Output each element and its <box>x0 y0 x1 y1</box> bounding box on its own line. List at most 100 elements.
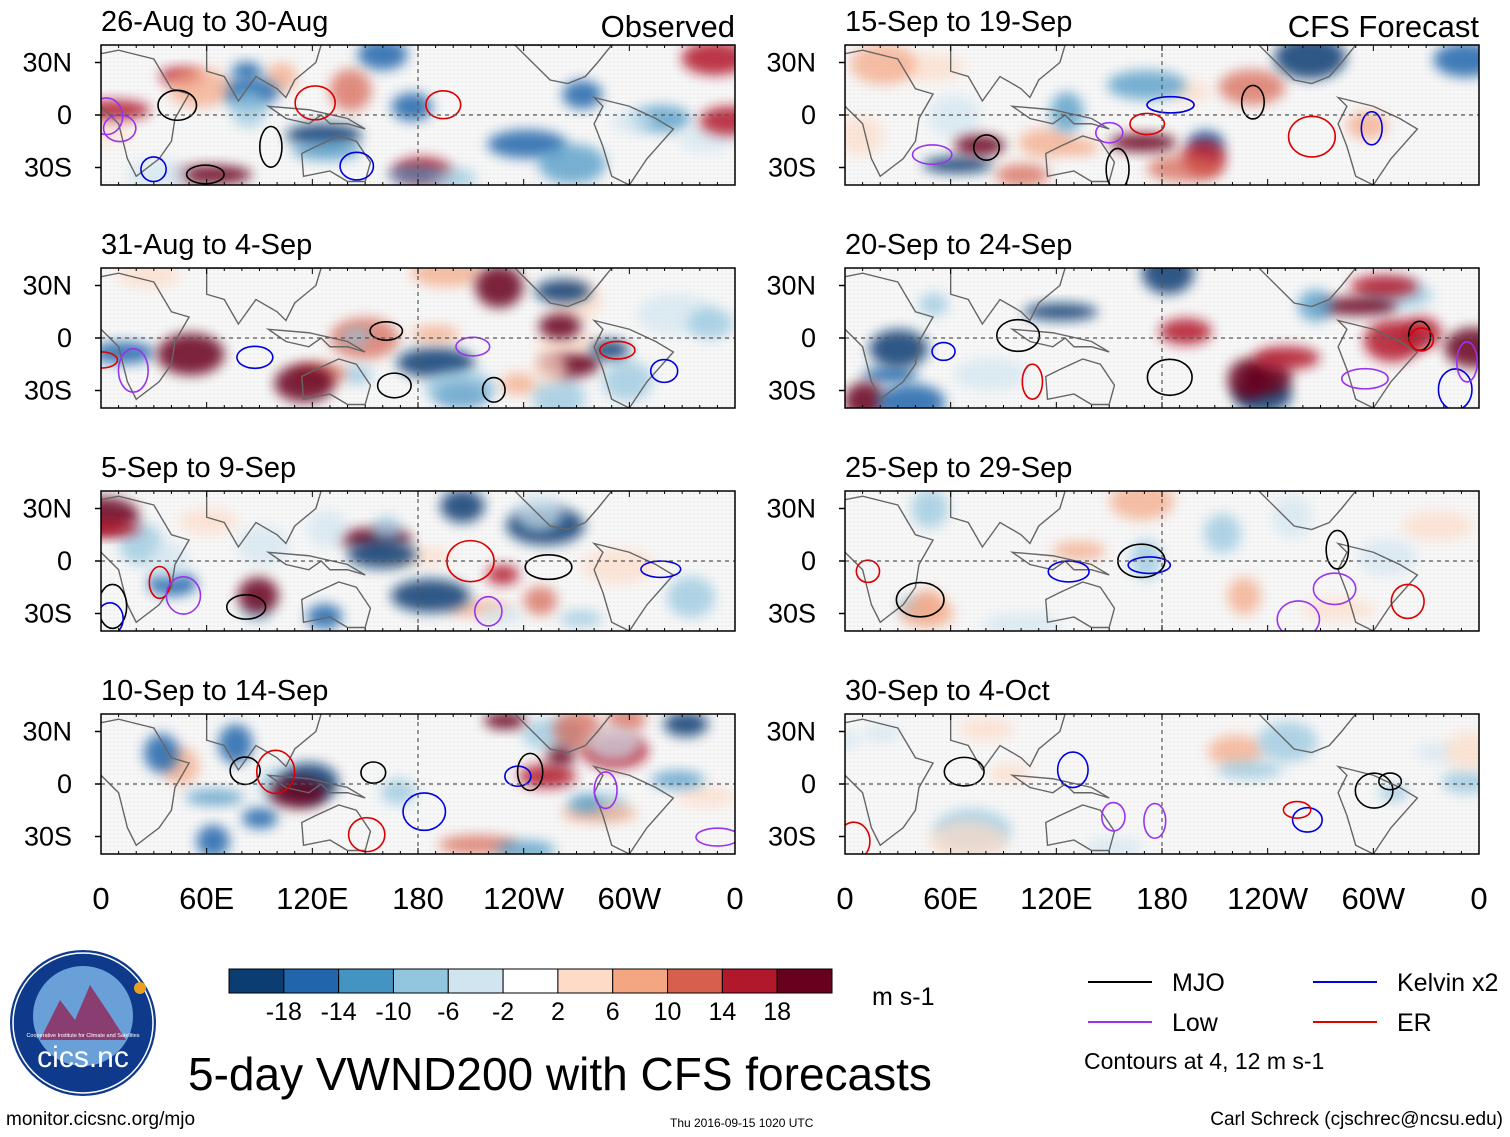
wave-contour <box>185 164 225 185</box>
coastline <box>265 551 366 576</box>
anomaly-blob <box>391 579 470 613</box>
anomaly-blob <box>143 733 179 773</box>
lat-tick-label: 0 <box>57 323 72 353</box>
wave-contour <box>1146 95 1195 114</box>
wave-contour <box>1312 572 1357 606</box>
anomaly-blob <box>1378 784 1409 802</box>
wave-contour <box>1282 800 1312 819</box>
anomaly-blob <box>391 92 433 122</box>
anomaly-blob <box>863 724 902 743</box>
anomaly-blob <box>1300 598 1376 621</box>
lat-tick-label: 30N <box>766 271 816 301</box>
wave-contour <box>1129 112 1166 136</box>
coastline <box>265 105 366 130</box>
lat-tick-label: 0 <box>801 100 816 130</box>
anomaly-blob <box>928 95 981 138</box>
lon-tick-label: 0 <box>1470 881 1487 916</box>
anomaly-blob <box>928 820 1008 854</box>
coastline <box>101 718 191 847</box>
anomaly-blob <box>534 279 591 304</box>
anomaly-blob <box>1227 577 1261 615</box>
wave-contour <box>148 565 171 600</box>
anomaly-blob <box>1358 538 1417 577</box>
footer-url: monitor.cicsnc.org/mjo <box>6 1109 195 1130</box>
anomaly-blob <box>681 45 735 76</box>
anomaly-blob <box>532 349 568 386</box>
anomaly-blob <box>306 604 343 630</box>
lon-tick-label: 180 <box>392 881 444 916</box>
anomaly-blob <box>590 339 630 360</box>
anomaly-blob <box>101 520 141 537</box>
wave-contour <box>255 749 296 795</box>
anomaly-blob <box>1203 513 1242 554</box>
lat-tick-label: 30S <box>24 376 72 406</box>
wave-contour <box>640 560 682 579</box>
anomaly-blob <box>518 764 576 789</box>
anomaly-blob <box>1218 69 1286 105</box>
anomaly-blob <box>1207 735 1265 767</box>
anomaly-blob <box>1401 510 1473 542</box>
anomaly-blob <box>342 365 373 385</box>
column-label: CFS Forecast <box>1288 9 1480 44</box>
panel-date-label: 15-Sep to 19-Sep <box>845 6 1072 38</box>
wave-contour <box>855 559 881 584</box>
lon-tick-label: 120W <box>483 881 565 916</box>
panel-5-sep-to-9-sep: 30N 0 30S 5-Sep to 9-Sep <box>22 452 736 632</box>
coastline <box>301 358 372 406</box>
wave-contour <box>931 341 956 362</box>
anomaly-blob <box>242 807 278 829</box>
anomaly-blob <box>1018 128 1075 158</box>
anomaly-blob <box>1400 316 1442 350</box>
colorbar-box <box>557 968 614 994</box>
colorbar-box <box>721 968 778 994</box>
coastline <box>1045 135 1116 183</box>
wave-contour <box>369 320 404 341</box>
wave-contour <box>1105 147 1130 185</box>
anomaly-blob <box>1444 731 1479 771</box>
wave-contour <box>117 347 149 393</box>
anomaly-blob <box>1217 760 1283 780</box>
anomaly-blob <box>1441 769 1479 794</box>
anomaly-blob <box>982 612 1062 631</box>
lat-tick-label: 30N <box>766 48 816 78</box>
wave-contour <box>481 376 506 403</box>
anomaly-blob <box>1319 296 1397 316</box>
logo-ring <box>12 952 154 1094</box>
wave-contour <box>1056 751 1089 789</box>
anomaly-blob <box>546 747 576 766</box>
wave-contour <box>995 318 1041 353</box>
column-label: Observed <box>601 9 735 44</box>
legend-label: Kelvin x2 <box>1397 969 1498 997</box>
wave-contour <box>1408 327 1435 352</box>
anomaly-blob <box>845 115 884 156</box>
anomaly-blob <box>1274 45 1346 80</box>
anomaly-blob <box>341 327 371 346</box>
wave-contour <box>1390 583 1425 620</box>
coastline <box>301 135 372 183</box>
coastline <box>101 49 191 178</box>
wave-contour <box>1354 772 1394 809</box>
panel-20-sep-to-24-sep: 30N 0 30S 20-Sep to 24-Sep <box>766 229 1480 409</box>
coastline <box>845 49 935 178</box>
wave-contour <box>1455 341 1479 383</box>
wave-contour <box>101 601 124 631</box>
coastline <box>1009 551 1110 576</box>
anomaly-blob <box>1252 346 1320 370</box>
legend-label: ER <box>1397 1009 1432 1037</box>
coastline <box>265 774 366 799</box>
colorbar-box <box>667 968 723 994</box>
wave-contour <box>1291 806 1323 833</box>
anomaly-blob <box>919 292 949 317</box>
panel-date-label: 26-Aug to 30-Aug <box>101 6 328 38</box>
coastline <box>1009 328 1110 353</box>
panel-field <box>101 268 734 408</box>
anomaly-blob <box>1142 268 1194 295</box>
anomaly-blob <box>1050 91 1084 133</box>
colorbar-label: -10 <box>375 998 411 1026</box>
lon-tick-label: 0 <box>92 881 109 916</box>
coastline <box>949 491 1066 549</box>
anomaly-blob <box>877 383 946 408</box>
anomaly-blob <box>533 334 609 354</box>
lat-tick-label: 30S <box>768 599 816 629</box>
